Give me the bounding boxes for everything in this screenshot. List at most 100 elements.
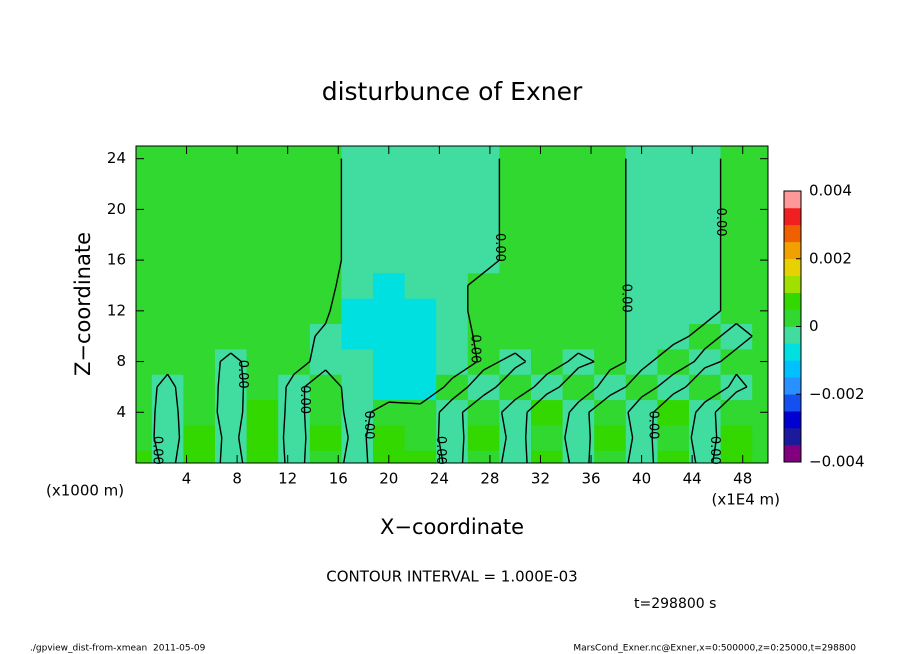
field-cell <box>246 171 279 198</box>
y-tick-label: 8 <box>116 352 126 370</box>
contour-label: 0.00 <box>713 208 728 237</box>
field-cell <box>657 196 690 223</box>
field-cell <box>136 222 153 248</box>
field-cell <box>136 247 153 274</box>
x-unit-label: (x1E4 m) <box>711 491 780 509</box>
field-cell <box>136 196 153 223</box>
x-tick-label: 8 <box>232 470 242 488</box>
field-cell <box>594 171 627 198</box>
field-cell <box>246 323 279 350</box>
field-cell <box>436 323 469 350</box>
field-cell <box>562 171 595 198</box>
field-cell <box>309 272 342 299</box>
field-cell <box>246 247 279 274</box>
field-cell <box>341 247 374 274</box>
footer-right: MarsCond_Exner.nc@Exner,x=0:500000,z=0:2… <box>573 644 856 654</box>
field-cell <box>404 450 437 464</box>
field-cell <box>436 171 469 198</box>
field-cell <box>467 272 500 299</box>
field-cell <box>752 323 769 350</box>
y-tick-label: 12 <box>107 301 126 319</box>
field-cell <box>278 348 311 375</box>
field-cell <box>720 424 753 451</box>
field-cell <box>436 450 469 464</box>
field-cell <box>562 323 595 350</box>
field-cell <box>341 374 374 401</box>
field-cell <box>341 222 374 248</box>
field-cell <box>657 298 690 325</box>
field-cell <box>246 450 279 464</box>
field-cell <box>436 222 469 248</box>
field-cell <box>467 146 500 172</box>
field-cell <box>594 348 627 375</box>
contour-label: 0.00 <box>235 360 250 389</box>
field-cell <box>562 450 595 464</box>
colorbar-band <box>784 445 801 463</box>
field-cell <box>341 348 374 375</box>
field-cell <box>136 348 153 375</box>
field-cell <box>183 146 216 172</box>
field-cell <box>136 323 153 350</box>
contour-label: 0.00 <box>707 436 722 465</box>
field-cell <box>278 146 311 172</box>
field-cell <box>562 222 595 248</box>
field-cell <box>151 146 184 172</box>
field-cell <box>341 171 374 198</box>
field-cell <box>373 171 406 198</box>
field-cell <box>531 450 564 464</box>
field-cell <box>752 222 769 248</box>
field-cell <box>309 399 342 426</box>
field-cell <box>657 323 690 350</box>
field-cell <box>341 196 374 223</box>
field-cell <box>215 171 248 198</box>
field-cell <box>246 298 279 325</box>
field-cell <box>720 272 753 299</box>
field-cell <box>183 247 216 274</box>
contour-line <box>153 158 753 464</box>
field-cell <box>373 424 406 451</box>
field <box>136 146 769 464</box>
x-tick-label: 4 <box>182 470 192 488</box>
contour-label: 0.00 <box>645 410 660 439</box>
field-cell <box>625 298 658 325</box>
field-cell <box>373 196 406 223</box>
field-cell <box>499 298 532 325</box>
colorbar-band <box>784 258 801 276</box>
field-cell <box>594 272 627 299</box>
x-axis-label: X−coordinate <box>380 515 524 539</box>
field-cell <box>689 298 722 325</box>
field-cell <box>341 399 374 426</box>
field-cell <box>625 348 658 375</box>
field-cell <box>404 272 437 299</box>
field-cell <box>531 222 564 248</box>
field-cell <box>467 222 500 248</box>
field-cell <box>136 374 153 401</box>
field-cell <box>404 247 437 274</box>
field-cell <box>499 247 532 274</box>
field-cell <box>215 298 248 325</box>
x-tick-label: 40 <box>632 470 651 488</box>
field-cell <box>136 399 153 426</box>
field-cell <box>278 222 311 248</box>
field-cell <box>436 272 469 299</box>
field-cell <box>531 424 564 451</box>
field-cell <box>689 171 722 198</box>
contour-interval: CONTOUR INTERVAL = 1.000E-03 <box>326 568 577 586</box>
field-cell <box>183 196 216 223</box>
field-cell <box>309 247 342 274</box>
field-cell <box>373 247 406 274</box>
field-cell <box>183 424 216 451</box>
field-cell <box>278 247 311 274</box>
field-cell <box>341 450 374 464</box>
field-cell <box>404 348 437 375</box>
field-cell <box>657 222 690 248</box>
field-cell <box>625 374 658 401</box>
colorbar-band <box>784 191 801 209</box>
field-cell <box>215 146 248 172</box>
field-cell <box>594 222 627 248</box>
field-cell <box>625 247 658 274</box>
field-cell <box>215 450 248 464</box>
field-cell <box>278 323 311 350</box>
field-cell <box>404 424 437 451</box>
